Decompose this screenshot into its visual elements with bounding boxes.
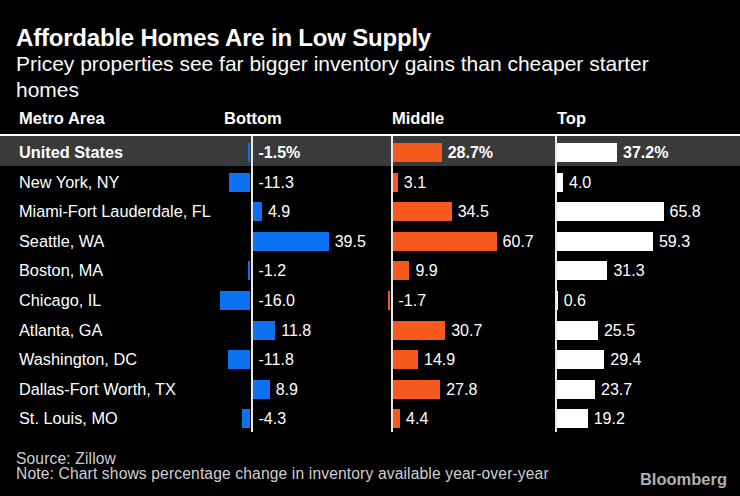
bottom-value-label: 39.5 [335,232,366,251]
middle-value-label: 27.8 [446,380,477,399]
column-header-top: Top [557,109,586,128]
metro-area-label: Chicago, IL [19,291,101,310]
metro-area-label: Seattle, WA [19,232,104,251]
table-row: Chicago, IL -16.0 -1.7 0.6 [0,284,740,314]
top-value-label: 0.6 [564,291,586,310]
metro-area-label: Boston, MA [19,261,103,280]
column-header-middle: Middle [392,109,444,128]
bottom-value-label: -1.5% [259,143,301,162]
table-row: Atlanta, GA 11.8 30.7 25.5 [0,314,740,344]
middle-axis-line [391,136,393,432]
middle-value-label: 14.9 [424,350,455,369]
table-row: United States -1.5% 28.7% 37.2% [0,136,740,166]
bottom-bar [228,350,251,369]
bottom-bar [253,321,276,340]
top-value-label: 29.4 [610,350,641,369]
middle-bar [393,143,442,162]
middle-bar [393,202,452,221]
top-bar [557,321,598,340]
metro-area-label: United States [19,143,123,162]
top-bar [557,261,608,280]
bottom-value-label: -11.8 [259,350,294,369]
middle-bar [393,321,446,340]
bottom-value-label: -1.2 [259,261,287,280]
bottom-axis-line [251,136,253,432]
chart: Affordable Homes Are in Low Supply Price… [0,0,740,496]
top-bar [557,202,664,221]
top-bar [557,143,617,162]
source-label: Source: Zillow [16,451,549,466]
metro-area-label: Atlanta, GA [19,321,102,340]
bottom-value-label: -11.3 [259,173,294,192]
table-row: New York, NY -11.3 3.1 4.0 [0,166,740,196]
top-axis-line [555,136,557,432]
bottom-bar [253,232,329,251]
top-bar [557,350,605,369]
top-value-label: 23.7 [601,380,632,399]
chart-subtitle: Pricey properties see far bigger invento… [16,51,692,103]
middle-bar [393,261,410,280]
middle-bar [393,173,398,192]
top-value-label: 65.8 [670,202,701,221]
middle-value-label: 3.1 [404,173,426,192]
metro-area-label: Miami-Fort Lauderdale, FL [19,202,211,221]
bottom-bar [253,380,270,399]
table-row: Boston, MA -1.2 9.9 31.3 [0,254,740,284]
top-bar [557,173,564,192]
bottom-bar [242,409,250,428]
metro-area-label: Washington, DC [19,350,137,369]
middle-value-label: 4.4 [406,409,428,428]
top-bar [557,232,653,251]
middle-bar [393,380,441,399]
top-value-label: 19.2 [594,409,625,428]
bottom-value-label: 11.8 [281,321,311,340]
table-row: Miami-Fort Lauderdale, FL 4.9 34.5 65.8 [0,195,740,225]
top-bar [557,380,596,399]
chart-title: Affordable Homes Are in Low Supply [16,24,431,52]
middle-value-label: -1.7 [399,291,427,310]
middle-value-label: 9.9 [415,261,437,280]
middle-value-label: 30.7 [451,321,482,340]
top-value-label: 31.3 [613,261,644,280]
bottom-value-label: 8.9 [276,380,298,399]
middle-bar [393,350,419,369]
middle-bar [393,232,497,251]
middle-bar [393,409,401,428]
top-bar [557,409,588,428]
middle-value-label: 34.5 [458,202,489,221]
top-value-label: 37.2% [623,143,668,162]
note-label: Note: Chart shows percentage change in i… [16,466,549,481]
table-row: Washington, DC -11.8 14.9 29.4 [0,343,740,373]
bottom-bar [253,202,262,221]
bottom-bar [229,173,251,192]
top-bar [557,291,558,310]
table-row: Dallas-Fort Worth, TX 8.9 27.8 23.7 [0,373,740,403]
bottom-value-label: 4.9 [268,202,290,221]
middle-value-label: 28.7% [448,143,493,162]
metro-area-label: Dallas-Fort Worth, TX [19,380,176,399]
table-row: St. Louis, MO -4.3 4.4 19.2 [0,402,740,432]
top-value-label: 4.0 [569,173,591,192]
bottom-value-label: -16.0 [259,291,295,310]
metro-area-label: St. Louis, MO [19,409,118,428]
column-header-bottom: Bottom [224,109,282,128]
middle-value-label: 60.7 [503,232,534,251]
metro-area-label: New York, NY [19,173,119,192]
bottom-value-label: -4.3 [259,409,287,428]
top-value-label: 59.3 [659,232,690,251]
column-header-metro-area: Metro Area [19,109,105,128]
table-row: Seattle, WA 39.5 60.7 59.3 [0,225,740,255]
bloomberg-logo: Bloomberg [640,470,727,489]
top-value-label: 25.5 [604,321,635,340]
bottom-bar [220,291,251,310]
